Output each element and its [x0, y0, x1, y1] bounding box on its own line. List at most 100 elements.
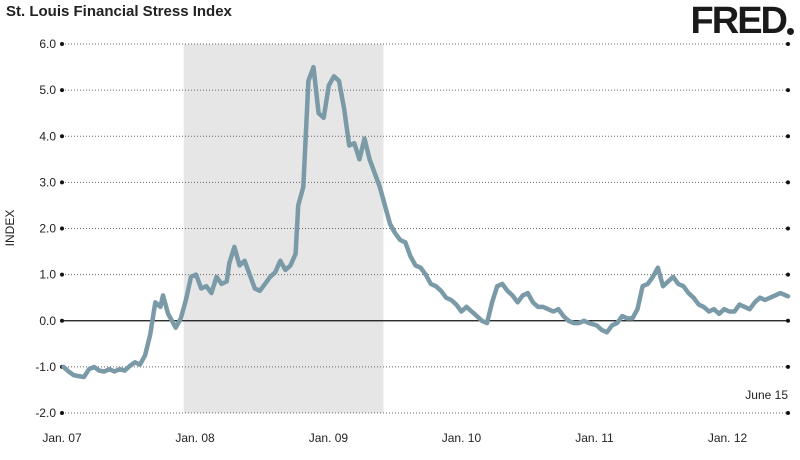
data-point	[516, 301, 519, 304]
data-point	[233, 245, 236, 249]
data-point	[82, 375, 86, 379]
data-point	[610, 324, 614, 327]
data-point	[587, 321, 591, 325]
data-point	[296, 204, 300, 207]
data-point	[671, 275, 675, 279]
data-point	[171, 321, 175, 325]
data-point	[97, 369, 101, 372]
fred-logo-dot	[787, 28, 794, 35]
data-point	[284, 268, 287, 272]
y-tick-dot	[786, 318, 790, 323]
data-point	[531, 301, 535, 304]
y-tick-dot	[60, 180, 64, 185]
data-point	[194, 273, 198, 276]
y-tick-dot	[786, 364, 790, 369]
fred-logo: FRED	[690, 0, 788, 42]
data-point	[444, 296, 448, 299]
data-point	[414, 264, 417, 267]
data-point	[450, 298, 453, 302]
data-point	[600, 328, 603, 332]
x-tick-label: Jan. 08	[175, 431, 215, 445]
data-point	[166, 312, 170, 316]
data-point	[758, 296, 762, 299]
data-point	[274, 271, 277, 274]
data-point	[419, 266, 422, 269]
data-point	[87, 367, 91, 371]
data-point	[748, 308, 751, 311]
data-point	[189, 275, 193, 279]
data-point	[707, 310, 711, 313]
data-point	[205, 284, 208, 288]
data-point	[108, 367, 111, 371]
y-tick-dot	[60, 134, 64, 139]
data-point	[567, 319, 570, 322]
y-tick-label: -1.0	[35, 360, 56, 374]
data-point	[501, 282, 504, 286]
data-point	[429, 282, 433, 286]
data-point	[253, 287, 256, 290]
data-point	[651, 275, 654, 279]
data-point	[353, 141, 356, 145]
data-point	[541, 305, 545, 309]
y-tick-label: 0.0	[39, 314, 56, 328]
y-tick-dot	[60, 411, 64, 415]
data-point	[179, 317, 183, 320]
y-tick-dot	[786, 226, 790, 231]
data-point	[317, 111, 320, 115]
data-point	[174, 326, 177, 329]
data-point	[143, 354, 147, 357]
y-tick-label: 6.0	[39, 37, 56, 51]
y-tick-dot	[786, 88, 790, 93]
data-point	[243, 259, 246, 262]
data-point	[347, 144, 351, 147]
y-tick-dot	[786, 42, 790, 46]
y-tick-label: 1.0	[39, 268, 56, 282]
data-point	[268, 275, 272, 279]
data-point	[225, 280, 228, 283]
y-tick-label: 3.0	[39, 175, 56, 189]
data-point	[307, 79, 310, 83]
data-point	[228, 261, 231, 265]
y-tick-label: -2.0	[35, 406, 56, 420]
data-point	[159, 305, 162, 309]
data-point	[248, 273, 251, 276]
data-point	[646, 282, 649, 286]
data-point	[424, 273, 427, 276]
data-point	[723, 308, 726, 311]
data-point	[485, 321, 489, 325]
data-point	[67, 370, 70, 373]
data-point	[215, 275, 218, 279]
data-point	[728, 310, 731, 313]
data-point	[687, 291, 690, 295]
data-point	[682, 284, 685, 288]
data-point	[161, 294, 165, 297]
x-tick-label: Jan. 12	[708, 431, 748, 445]
y-tick-label: 4.0	[39, 129, 56, 143]
data-point	[113, 370, 116, 373]
data-point	[258, 289, 262, 292]
data-point	[358, 158, 361, 161]
data-point	[133, 361, 137, 364]
data-point	[388, 222, 392, 226]
data-point	[363, 137, 366, 140]
data-point	[148, 333, 152, 336]
y-tick-label: 2.0	[39, 222, 56, 236]
data-point	[620, 314, 624, 318]
data-point	[184, 298, 188, 302]
data-point	[399, 238, 402, 242]
data-point	[434, 284, 438, 288]
data-point	[763, 298, 767, 302]
last-observation-label: June 15	[745, 388, 788, 402]
data-point	[631, 317, 634, 320]
data-point	[263, 282, 267, 286]
data-point	[118, 367, 121, 371]
data-point	[506, 289, 509, 292]
data-point	[562, 314, 565, 318]
data-point	[368, 158, 371, 161]
data-point	[536, 305, 540, 309]
data-point	[577, 321, 581, 325]
x-tick-label: Jan. 11	[575, 431, 614, 445]
series-line	[61, 64, 791, 380]
data-point	[738, 303, 741, 306]
